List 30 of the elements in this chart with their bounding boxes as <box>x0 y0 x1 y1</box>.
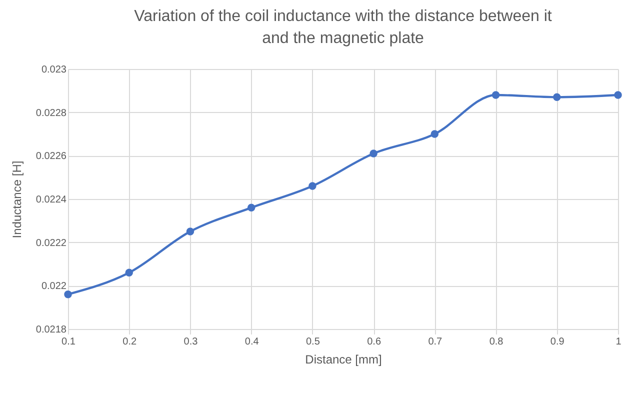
point <box>614 91 622 99</box>
point <box>64 290 72 298</box>
x-tick-label: 0.9 <box>550 336 565 348</box>
point <box>553 93 561 102</box>
y-tick-label: 0.023 <box>41 64 67 76</box>
point <box>430 130 439 138</box>
x-tick-label: 0.2 <box>122 336 137 348</box>
y-tick-label: 0.0218 <box>36 324 67 336</box>
x-tick-label: 0.5 <box>306 336 320 348</box>
x-tick-label: 0.4 <box>244 336 260 348</box>
x-tick-label: 0.7 <box>428 336 443 348</box>
point <box>492 91 500 99</box>
point <box>186 228 194 236</box>
y-tick-label: 0.0224 <box>36 194 67 206</box>
point <box>370 150 378 158</box>
y-tick-label: 0.0222 <box>36 238 67 249</box>
point <box>247 204 256 212</box>
x-axis-title: Distance [mm] <box>305 352 382 366</box>
x-tick-label: 0.3 <box>184 336 198 348</box>
chart-title: Variation of the coil inductance with the distance between it and the magnetic plate <box>134 8 552 47</box>
x-tick-label: 0.6 <box>367 336 382 348</box>
x-tick-label: 0.8 <box>489 336 504 348</box>
y-tick-label: 0.0228 <box>36 108 67 119</box>
point <box>308 182 316 190</box>
y-axis-title: Inductance [H] <box>10 160 24 238</box>
point <box>125 268 133 277</box>
x-tick-label: 0.1 <box>62 336 76 348</box>
y-tick-label: 0.022 <box>41 281 67 292</box>
x-tick-label: 1 <box>616 336 622 348</box>
y-tick-label: 0.0226 <box>36 151 67 162</box>
